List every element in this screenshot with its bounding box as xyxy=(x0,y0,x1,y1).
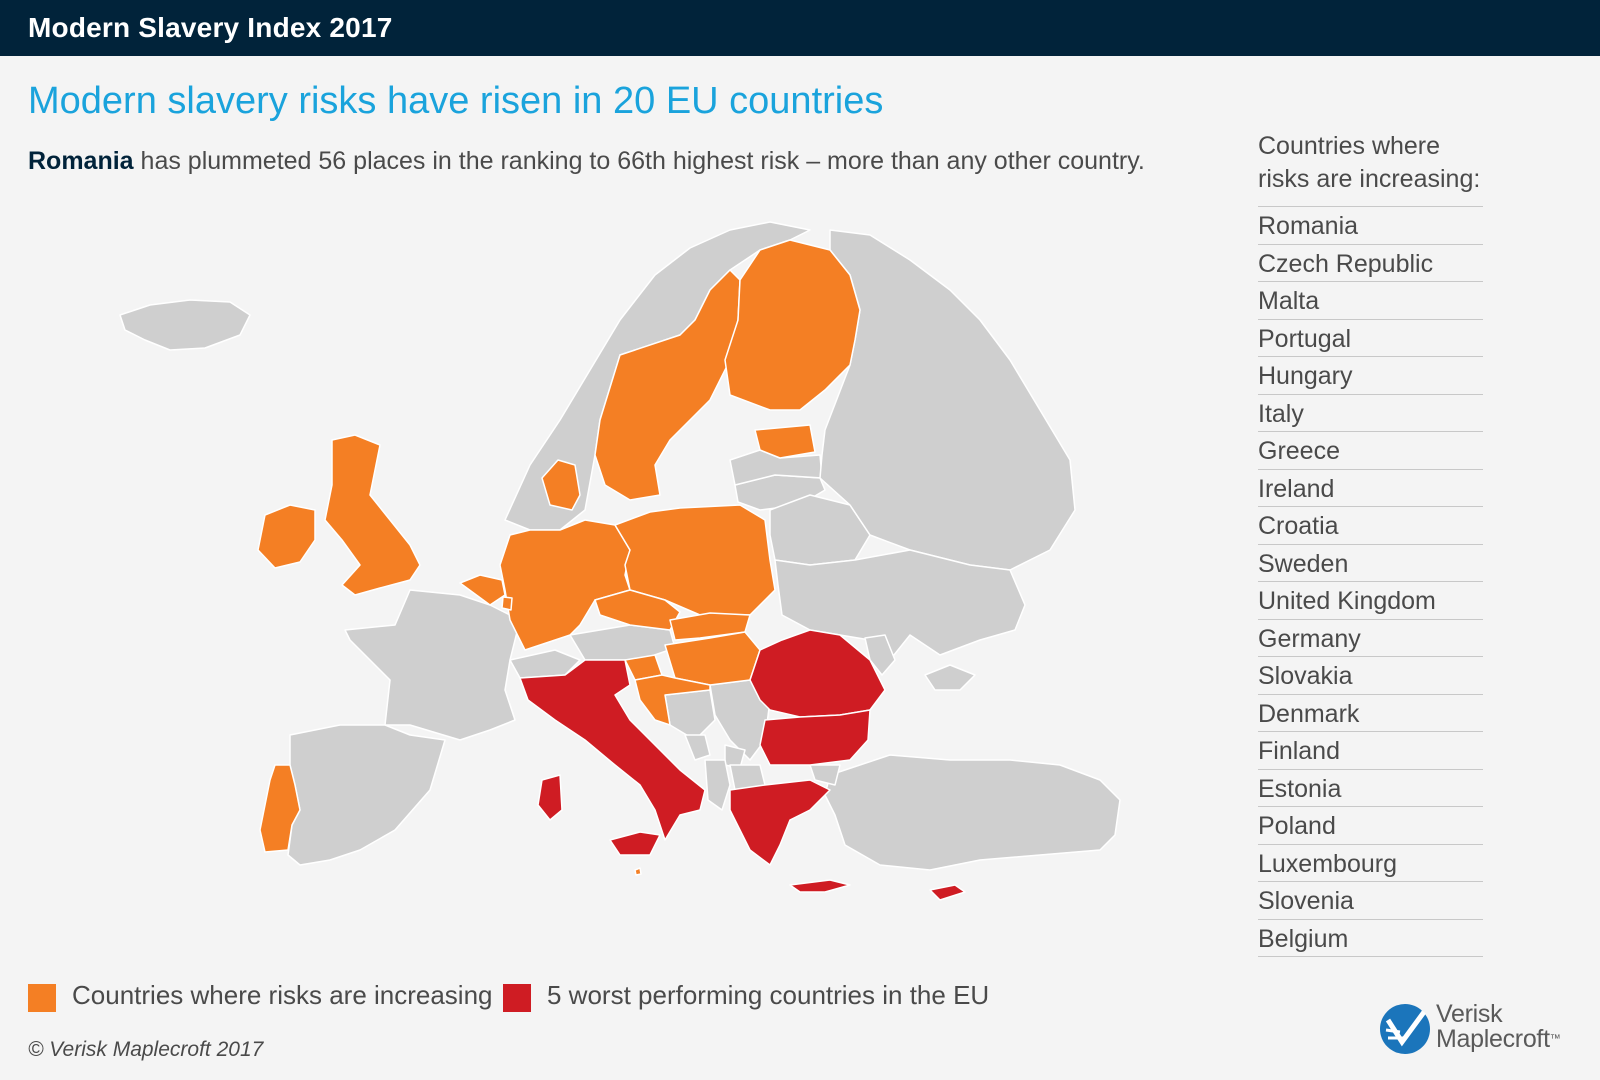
brand-line2: Maplecroft™ xyxy=(1436,1025,1561,1053)
country-greece xyxy=(729,779,831,866)
country-luxembourg xyxy=(501,596,513,611)
country-france xyxy=(344,589,521,741)
country-cyprus xyxy=(929,884,966,901)
sidebar-heading-line1: Countries where xyxy=(1258,132,1441,160)
country-iceland xyxy=(119,299,251,351)
country-ukraine xyxy=(774,549,1026,661)
legend-label-worst: 5 worst performing countries in the EU xyxy=(547,980,990,1010)
country-albania xyxy=(704,759,731,811)
country-ireland xyxy=(257,504,316,569)
verisk-logo-icon xyxy=(1380,1004,1430,1054)
copyright-footer: © Verisk Maplecroft 2017 xyxy=(28,1038,264,1061)
country-list-item: Poland xyxy=(1258,807,1483,845)
country-portugal xyxy=(259,764,301,853)
country-malta xyxy=(634,867,642,876)
country-crimea xyxy=(924,664,976,691)
country-united-kingdom xyxy=(324,434,421,596)
country-list-item: Luxembourg xyxy=(1258,845,1483,882)
country-italy xyxy=(519,659,706,841)
country-list-item: Sweden xyxy=(1258,545,1483,582)
country-croatia xyxy=(634,674,711,726)
country-switzerland xyxy=(509,649,581,679)
country-list-item: Croatia xyxy=(1258,507,1483,545)
country-turkey xyxy=(824,754,1121,871)
country-denmark xyxy=(541,459,581,511)
country-bosnia xyxy=(664,689,716,741)
country-list-item: Italy xyxy=(1258,395,1483,432)
subheadline-emphasis: Romania xyxy=(28,147,134,175)
country-list-item: Denmark xyxy=(1258,695,1483,732)
country-austria xyxy=(569,624,676,661)
top-bar-title: Modern Slavery Index 2017 xyxy=(28,12,393,43)
subheadline-text: has plummeted 56 places in the ranking t… xyxy=(133,147,1145,175)
country-sicily xyxy=(609,831,661,856)
sidebar-heading-line2: risks are increasing: xyxy=(1258,165,1481,193)
country-latvia xyxy=(729,449,823,486)
increasing-countries-panel: Countries where risks are increasing: Ro… xyxy=(1258,130,1483,957)
country-list-item: Romania xyxy=(1258,207,1483,245)
country-list-item: Czech Republic xyxy=(1258,245,1483,282)
country-bulgaria xyxy=(759,709,871,766)
brand-line1: Verisk xyxy=(1436,1000,1503,1028)
country-list-item: Malta xyxy=(1258,282,1483,320)
country-montenegro xyxy=(684,734,711,761)
country-list-item: United Kingdom xyxy=(1258,582,1483,620)
country-crete xyxy=(789,879,851,893)
country-list-item: Belgium xyxy=(1258,920,1483,957)
sidebar-heading: Countries where risks are increasing: xyxy=(1258,130,1483,207)
country-list: Romania Czech Republic Malta Portugal Hungar… xyxy=(1258,207,1483,957)
country-poland xyxy=(614,504,776,616)
subheadline: Romania has plummeted 56 places in the r… xyxy=(28,147,1208,176)
country-list-item: Finland xyxy=(1258,732,1483,770)
legend-label-increasing: Countries where risks are increasing xyxy=(72,980,493,1010)
country-list-item: Portugal xyxy=(1258,320,1483,357)
country-finland xyxy=(724,239,861,411)
brand-wordmark: Verisk Maplecroft™ xyxy=(1436,1000,1561,1053)
country-list-item: Ireland xyxy=(1258,470,1483,507)
country-list-item: Germany xyxy=(1258,620,1483,657)
country-list-item: Estonia xyxy=(1258,770,1483,807)
verisk-maplecroft-logo: Verisk Maplecroft™ xyxy=(1378,1000,1578,1060)
headline: Modern slavery risks have risen in 20 EU… xyxy=(28,80,884,122)
country-list-item: Slovenia xyxy=(1258,882,1483,920)
brand-line2-text: Maplecroft xyxy=(1436,1025,1550,1053)
brand-tm: ™ xyxy=(1549,1033,1561,1045)
country-romania xyxy=(749,629,886,718)
legend-swatch-worst xyxy=(503,984,531,1012)
country-list-item: Hungary xyxy=(1258,357,1483,395)
top-bar: Modern Slavery Index 2017 xyxy=(0,0,1600,56)
country-estonia xyxy=(754,424,816,459)
country-turkey-europe xyxy=(809,764,841,786)
europe-map xyxy=(119,221,1121,901)
country-belgium xyxy=(459,574,506,606)
legend-swatch-increasing xyxy=(28,984,56,1012)
country-list-item: Slovakia xyxy=(1258,657,1483,695)
country-sardinia xyxy=(537,774,563,821)
country-moldova xyxy=(864,634,896,676)
country-spain xyxy=(287,724,446,866)
country-list-item: Greece xyxy=(1258,432,1483,470)
